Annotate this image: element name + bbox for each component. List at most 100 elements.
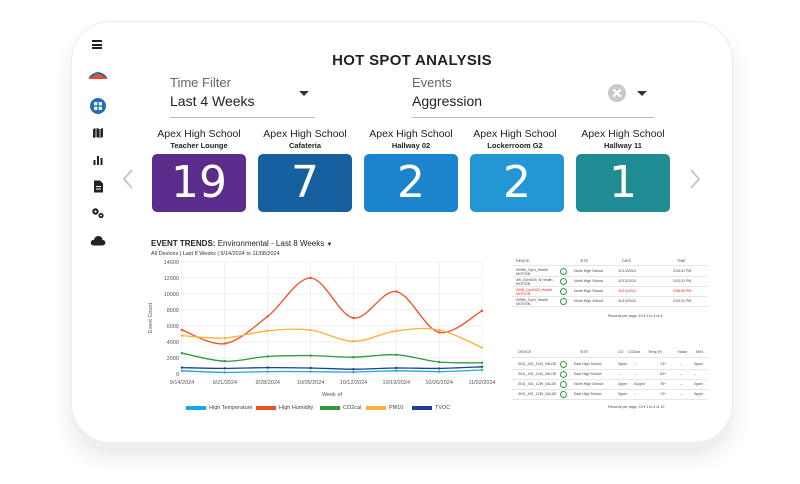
- legend-swatch: [412, 405, 432, 410]
- table-row-co: 3ppm: [618, 382, 627, 386]
- table-row-site: East High School: [574, 392, 602, 396]
- legend-label: CO2cal: [343, 405, 362, 411]
- table-header-cell: TIME: [677, 259, 686, 263]
- hotspot-card-hallway-02[interactable]: 2: [364, 154, 458, 212]
- table-row-device: 9098h_Gym_Health MOTION: [516, 268, 548, 276]
- table-row-site: North High School: [574, 279, 604, 283]
- card-site: Apex High School: [473, 128, 557, 140]
- data-point-high-humidity: [395, 290, 398, 293]
- y-tick-label: 12000: [164, 276, 179, 282]
- table-pagination: Records per page: 10 ▾ 1 to 4 of 4: [608, 314, 663, 318]
- table-row-date: 11/13/2024: [618, 299, 636, 303]
- table-divider: [512, 389, 708, 390]
- event-trends-select[interactable]: Environmental - Last 8 Weeks: [217, 239, 325, 248]
- data-point-pm10: [223, 336, 227, 340]
- table-row-time: 3:03:31 PM: [673, 269, 692, 273]
- settings-gears-icon[interactable]: [91, 207, 105, 219]
- data-point-tvoc: [266, 366, 269, 369]
- events-dropdown-icon[interactable]: [636, 90, 648, 97]
- y-axis-label: Event Count: [148, 302, 154, 333]
- legend-swatch: [320, 405, 340, 410]
- table-row-site: North High School: [574, 299, 604, 303]
- table-divider: [512, 276, 708, 277]
- table-row-site: North High School: [574, 289, 604, 293]
- legend-item[interactable]: TVOC: [412, 405, 450, 411]
- status-check-icon: [560, 391, 567, 398]
- x-axis-label: Week of: [322, 392, 343, 398]
- legend-label: PM10: [389, 405, 404, 411]
- data-point-co2cal: [395, 353, 398, 356]
- series-line-high-temperature: [181, 369, 483, 374]
- data-point-tvoc: [309, 366, 312, 370]
- bar-chart-icon[interactable]: [92, 154, 104, 166]
- series-line-co2cal: [181, 352, 483, 364]
- y-tick-label: 8000: [167, 308, 179, 314]
- data-point-high-temperature: [395, 369, 398, 372]
- table-divider: [512, 296, 708, 297]
- x-tick-label: 10/05/2024: [297, 380, 325, 386]
- legend-item[interactable]: PM10: [366, 405, 403, 411]
- legend-item[interactable]: High Temperature: [186, 405, 253, 411]
- table-divider: [512, 286, 708, 287]
- cloud-icon[interactable]: [90, 235, 106, 246]
- y-tick-label: 10000: [164, 292, 179, 298]
- card-site: Apex High School: [581, 128, 665, 140]
- data-point-tvoc: [395, 366, 398, 370]
- clear-filter-icon[interactable]: [607, 83, 627, 103]
- status-check-icon: [560, 381, 567, 388]
- data-point-high-temperature: [480, 368, 484, 372]
- table-header-cell: CO: [618, 350, 624, 354]
- data-point-tvoc: [437, 367, 441, 370]
- legend-swatch: [186, 405, 206, 410]
- document-icon[interactable]: [92, 180, 104, 193]
- data-point-tvoc: [352, 368, 355, 371]
- hotspot-card-cafeteria[interactable]: 7: [258, 154, 352, 212]
- data-point-high-humidity: [480, 309, 484, 312]
- card-site: Apex High School: [263, 128, 347, 140]
- table-pagination: Records per page: 10 ▾ 1 to 4 of 10: [608, 405, 665, 409]
- chevron-left-icon[interactable]: [121, 168, 135, 190]
- y-tick-label: 14000: [164, 260, 179, 266]
- data-point-pm10: [480, 346, 484, 349]
- map-icon[interactable]: [92, 127, 104, 139]
- table-header-cell: DEVICE: [518, 350, 532, 354]
- x-tick-label: 9/21/2024: [213, 380, 237, 386]
- table-row-device: 3011_001_12W_VALDE: [518, 382, 557, 386]
- hotspot-card-hallway-11[interactable]: 1: [576, 154, 670, 212]
- data-point-co2cal: [309, 354, 312, 357]
- table-header-cell: SITE: [580, 350, 588, 354]
- table-divider: [512, 306, 708, 307]
- data-point-high-temperature: [437, 370, 441, 373]
- data-point-high-humidity: [437, 331, 441, 334]
- dashboard-icon[interactable]: [90, 98, 106, 114]
- card-site: Apex High School: [157, 128, 241, 140]
- x-tick-label: 10/12/2024: [340, 380, 368, 386]
- legend-label: High Temperature: [209, 405, 253, 411]
- card-location: Lockerroom G2: [487, 141, 543, 150]
- card-location: Hallway 11: [604, 141, 642, 150]
- status-check-icon: [560, 298, 567, 305]
- event-trends-dropdown-icon[interactable]: ▼: [326, 242, 333, 248]
- table-row-co: --: [618, 372, 621, 376]
- table-row-noise: --: [680, 362, 683, 366]
- time-filter-dropdown-icon[interactable]: [298, 90, 310, 97]
- legend-item[interactable]: High Humidity: [256, 405, 313, 411]
- table-row-date: 11/13/2024: [618, 279, 636, 283]
- card-location: Teacher Lounge: [170, 141, 228, 150]
- data-point-pm10: [437, 328, 441, 332]
- data-point-high-temperature: [309, 370, 312, 373]
- time-filter-value[interactable]: Last 4 Weeks: [170, 93, 255, 109]
- table-header-cell: DEVICE: [516, 259, 530, 263]
- table-row-noise: --: [680, 382, 683, 386]
- hotspot-card-lockerroom-g2[interactable]: 2: [470, 154, 564, 212]
- chevron-right-icon[interactable]: [688, 168, 702, 190]
- page-title: HOT SPOT ANALYSIS: [332, 52, 492, 69]
- events-filter-value[interactable]: Aggression: [412, 93, 483, 109]
- table-divider: [512, 265, 708, 266]
- hotspot-card-teacher-lounge[interactable]: 19: [152, 154, 246, 212]
- menu-icon[interactable]: [92, 40, 102, 49]
- data-point-tvoc: [180, 366, 184, 369]
- y-tick-label: 6000: [167, 324, 179, 330]
- legend-item[interactable]: CO2cal: [320, 405, 361, 411]
- table-row-nh3: 0ppm: [694, 382, 703, 386]
